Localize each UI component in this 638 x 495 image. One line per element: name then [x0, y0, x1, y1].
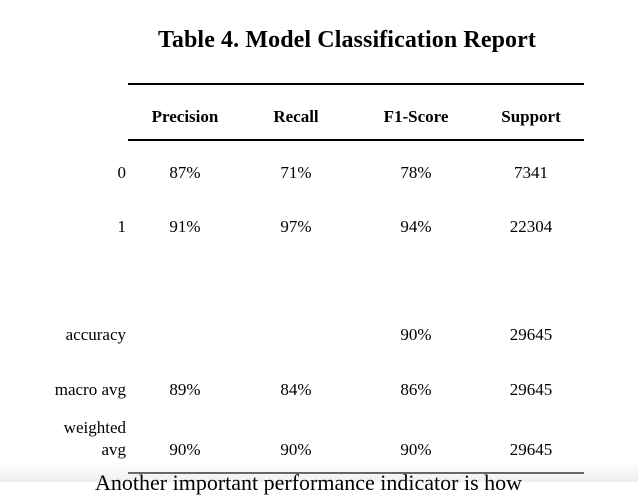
cell-support: 29645 — [509, 380, 553, 399]
cut-off-body-text: Another important performance indicator … — [95, 470, 523, 495]
cell-recall: 90% — [280, 440, 312, 459]
cell-support: 29645 — [509, 440, 553, 459]
table-header-rule — [128, 139, 584, 141]
row-label: 0 — [117, 163, 127, 182]
cell-recall: 71% — [280, 163, 312, 182]
row-label-line2: avg — [101, 440, 126, 459]
bottom-fade — [0, 462, 638, 482]
cell-support: 29645 — [509, 325, 553, 344]
cell-support: 7341 — [514, 163, 548, 182]
cell-f1: 86% — [400, 380, 432, 399]
row-label: 1 — [117, 217, 127, 236]
header-precision: Precision — [151, 107, 219, 126]
row-label: accuracy — [65, 325, 126, 344]
cell-precision: 89% — [169, 380, 201, 399]
row-label-line1: weighted — [63, 418, 126, 437]
cell-f1: 94% — [400, 217, 432, 236]
row-label: macro avg — [54, 380, 126, 399]
header-recall: Recall — [273, 107, 319, 126]
header-support: Support — [501, 107, 561, 126]
cell-recall: 97% — [280, 217, 312, 236]
cell-recall: 84% — [280, 380, 312, 399]
cell-f1: 90% — [400, 440, 432, 459]
cell-precision: 90% — [169, 440, 201, 459]
cell-precision: 87% — [169, 163, 201, 182]
cell-support: 22304 — [509, 217, 553, 236]
header-f1-score: F1-Score — [383, 107, 449, 126]
table-title: Table 4. Model Classification Report — [157, 27, 537, 53]
cell-f1: 90% — [400, 325, 432, 344]
table-top-rule — [128, 83, 584, 85]
cell-precision: 91% — [169, 217, 201, 236]
cell-f1: 78% — [400, 163, 432, 182]
